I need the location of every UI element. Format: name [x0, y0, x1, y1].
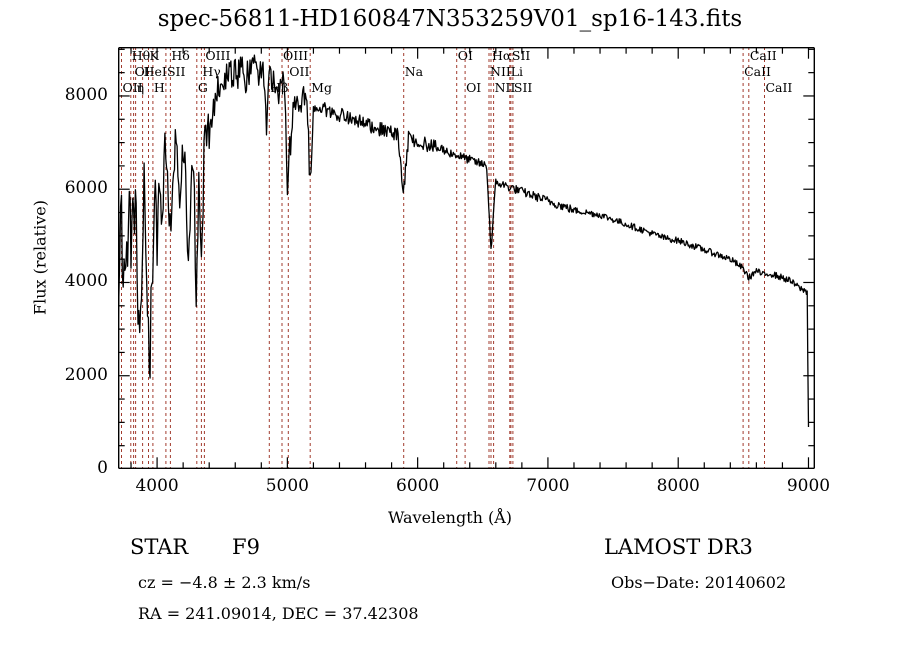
spectral-line-label: Hα	[491, 48, 512, 63]
coordinates: RA = 241.09014, DEC = 37.42308	[138, 604, 419, 623]
survey-name: LAMOST DR3	[604, 535, 753, 559]
spectral-line-label: OII	[289, 64, 310, 79]
flux-curve	[118, 54, 810, 428]
x-tick-label: 9000	[786, 476, 831, 496]
spectral-line-label: G	[197, 80, 208, 95]
spectral-line-label: OI	[457, 48, 473, 63]
spectral-line-label: OIII	[283, 48, 309, 63]
spectral-line-label: K	[149, 48, 159, 63]
x-tick-label: 8000	[656, 476, 700, 496]
spectral-line-label: NII	[494, 80, 516, 95]
spectral-line-label: SII	[511, 48, 531, 63]
x-tick-label: 5000	[265, 476, 309, 496]
spectral-line-label: Hθ	[131, 48, 151, 63]
spectrum-plot	[118, 47, 815, 469]
spectral-line-label: η	[136, 80, 145, 95]
spectral-line-label: CaII	[749, 48, 777, 63]
spectral-line-label: OII	[122, 80, 143, 95]
spectral-line-label: Hδ	[171, 48, 190, 63]
spectral-line-label: H	[153, 80, 165, 95]
spectral-line-label: Mg	[311, 80, 332, 95]
spectral-line-label: HeI	[143, 64, 167, 79]
y-axis-label: Flux (relative)	[30, 200, 50, 315]
metadata-footer: STAR F9 cz = −4.8 ± 2.3 km/s RA = 241.09…	[0, 525, 900, 649]
spectral-line-label: NII	[490, 64, 511, 79]
y-tick-label: 8000	[64, 84, 108, 105]
spectral-line-label: CaII	[765, 80, 793, 95]
spectral-line-markers	[121, 47, 765, 469]
spectral-line-label: SII	[166, 64, 186, 79]
spectral-line-label: CaII	[744, 64, 771, 79]
plot-frame	[118, 47, 815, 469]
spectral-line-label: OI	[134, 64, 150, 79]
y-tick-label: 0	[97, 458, 108, 478]
observation-date: Obs−Date: 20140602	[611, 573, 787, 592]
x-tick-label: 7000	[526, 476, 570, 496]
spectral-line-label: Hγ	[202, 64, 221, 79]
spectral-line-label: OI	[466, 80, 482, 95]
spectrum-svg	[118, 47, 815, 469]
spectral-line-label: OIII	[205, 48, 231, 63]
object-class: STAR	[130, 535, 189, 559]
spectral-line-label: Na	[404, 64, 424, 79]
page-title: spec-56811-HD160847N353259V01_sp16-143.f…	[157, 6, 743, 32]
x-tick-label: 4000	[135, 476, 179, 496]
x-tick-label: 6000	[396, 476, 440, 496]
spectral-type: F9	[232, 535, 260, 559]
y-tick-label: 2000	[64, 364, 108, 385]
spectral-line-label: Li	[510, 64, 524, 79]
x-axis-label: Wavelength (Å)	[387, 508, 513, 527]
spectral-line-label: Hβ	[270, 80, 289, 95]
radial-velocity: cz = −4.8 ± 2.3 km/s	[138, 573, 311, 592]
spectral-line-label: SII	[513, 80, 533, 95]
y-tick-label: 6000	[64, 178, 108, 199]
y-tick-label: 4000	[64, 271, 108, 292]
